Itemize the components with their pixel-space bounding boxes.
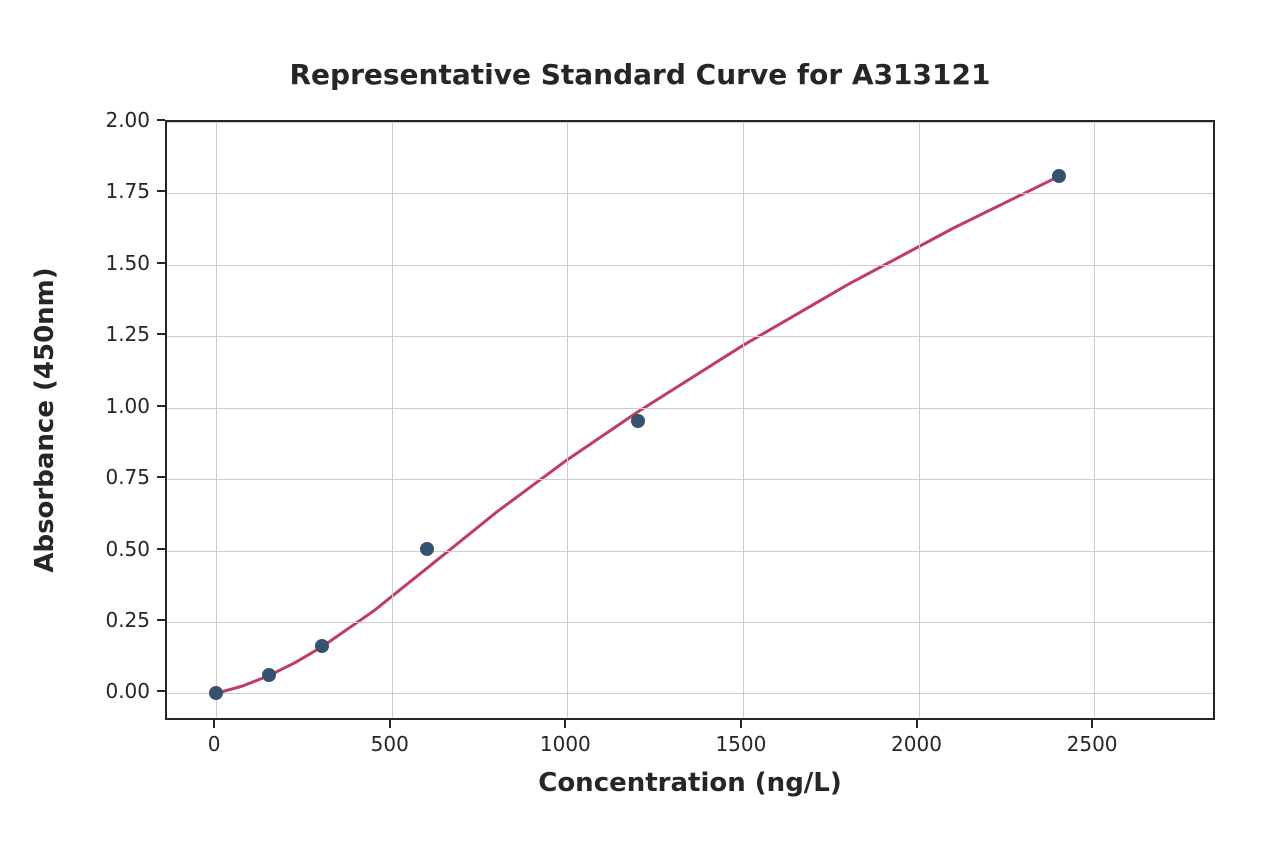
tick-y	[157, 619, 165, 621]
x-tick-label: 2000	[891, 732, 942, 756]
grid-line-h	[167, 551, 1213, 552]
grid-line-h	[167, 336, 1213, 337]
x-tick-label: 2500	[1067, 732, 1118, 756]
data-point	[262, 668, 276, 682]
plot-area	[165, 120, 1215, 720]
tick-y	[157, 476, 165, 478]
grid-line-h	[167, 479, 1213, 480]
y-tick-label: 0.25	[95, 608, 150, 632]
grid-line-h	[167, 122, 1213, 123]
data-point	[209, 686, 223, 700]
figure: Representative Standard Curve for A31312…	[0, 0, 1280, 845]
grid-line-h	[167, 693, 1213, 694]
y-tick-label: 2.00	[95, 108, 150, 132]
x-tick-label: 1500	[715, 732, 766, 756]
grid-line-v	[567, 122, 568, 718]
tick-x	[916, 720, 918, 728]
y-tick-label: 1.50	[95, 251, 150, 275]
tick-y	[157, 119, 165, 121]
fitted-curve	[216, 176, 1059, 693]
tick-y	[157, 333, 165, 335]
tick-y	[157, 190, 165, 192]
curve-svg	[167, 122, 1217, 722]
grid-line-h	[167, 193, 1213, 194]
y-tick-label: 1.25	[95, 322, 150, 346]
tick-y	[157, 548, 165, 550]
grid-line-v	[919, 122, 920, 718]
grid-line-h	[167, 622, 1213, 623]
x-tick-label: 1000	[540, 732, 591, 756]
data-point	[420, 542, 434, 556]
y-tick-label: 0.75	[95, 465, 150, 489]
tick-x	[1091, 720, 1093, 728]
x-tick-label: 0	[208, 732, 221, 756]
chart-title: Representative Standard Curve for A31312…	[0, 58, 1280, 91]
grid-line-v	[743, 122, 744, 718]
tick-x	[389, 720, 391, 728]
tick-x	[564, 720, 566, 728]
y-tick-label: 0.00	[95, 679, 150, 703]
tick-y	[157, 262, 165, 264]
y-tick-label: 1.75	[95, 179, 150, 203]
y-tick-label: 0.50	[95, 537, 150, 561]
x-axis-label: Concentration (ng/L)	[165, 768, 1215, 798]
grid-line-v	[216, 122, 217, 718]
grid-line-h	[167, 408, 1213, 409]
tick-y	[157, 405, 165, 407]
grid-line-v	[392, 122, 393, 718]
y-tick-label: 1.00	[95, 394, 150, 418]
grid-line-v	[1094, 122, 1095, 718]
data-point	[631, 414, 645, 428]
tick-x	[740, 720, 742, 728]
grid-line-h	[167, 265, 1213, 266]
x-tick-label: 500	[371, 732, 409, 756]
tick-y	[157, 690, 165, 692]
data-point	[1052, 169, 1066, 183]
y-axis-label: Absorbance (450nm)	[30, 120, 60, 720]
tick-x	[213, 720, 215, 728]
data-point	[315, 639, 329, 653]
